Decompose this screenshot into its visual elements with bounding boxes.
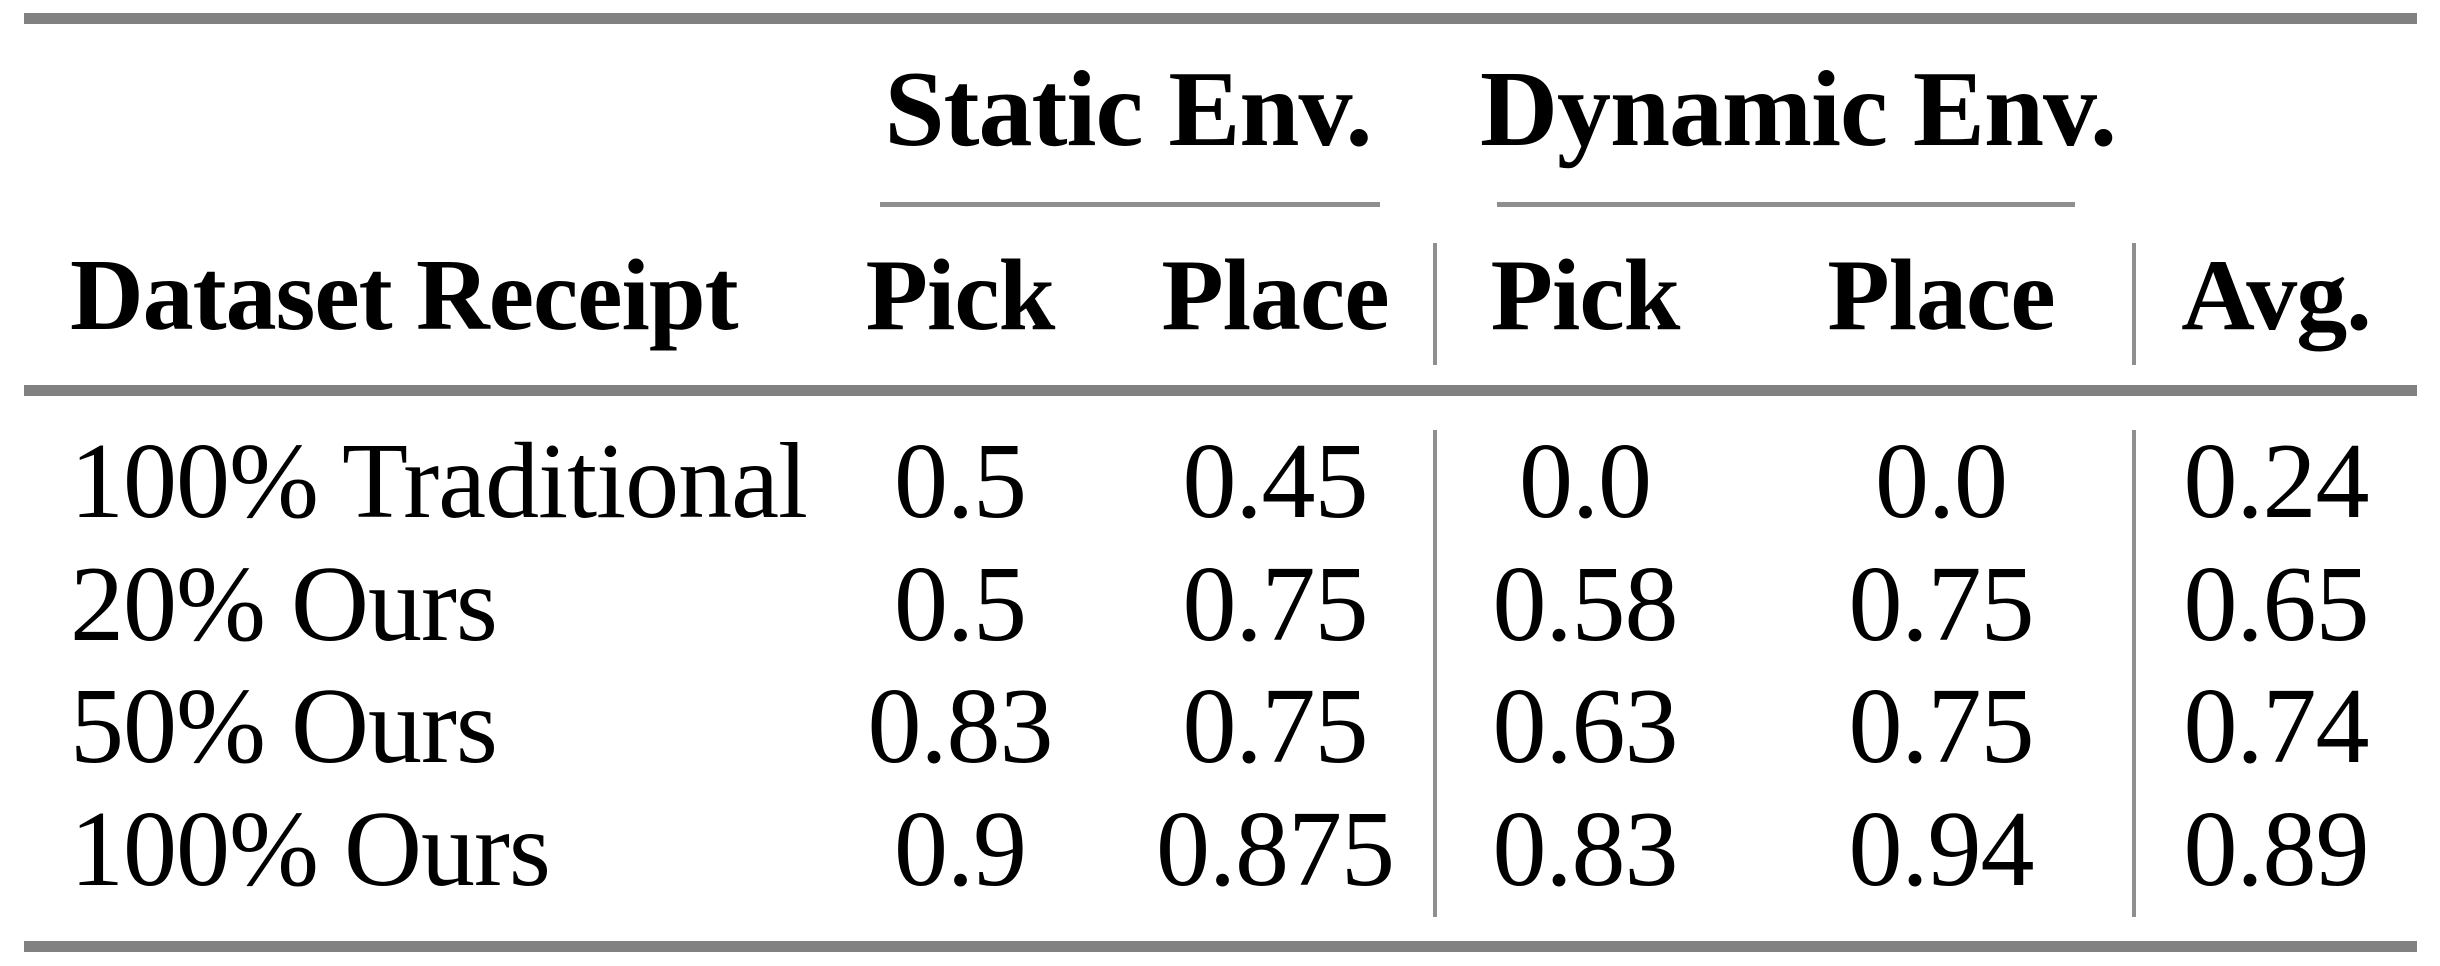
table-cell: 0.89	[2183, 790, 2370, 909]
group-header-static-env: Static Env.	[884, 50, 1372, 169]
table-cell: 0.63	[1492, 667, 1679, 786]
table-cell: 0.0	[1519, 422, 1652, 541]
header-body-rule	[24, 385, 2417, 396]
vertical-separator-2-header	[2132, 243, 2136, 365]
vertical-separator-1-body	[1433, 430, 1437, 917]
vertical-separator-2-body	[2132, 430, 2136, 917]
top-rule	[24, 13, 2417, 24]
table-cell: 0.94	[1848, 790, 2035, 909]
table-cell: 0.5	[894, 422, 1027, 541]
table-cell: 0.83	[867, 667, 1054, 786]
table-cell: 0.0	[1875, 422, 2008, 541]
column-header-dynamic-pick: Pick	[1490, 239, 1681, 352]
table-cell: 0.75	[1182, 667, 1369, 786]
column-header-static-pick: Pick	[865, 239, 1056, 352]
column-header-dataset-receipt: Dataset Receipt	[70, 239, 739, 352]
dynamic-env-underline	[1497, 202, 2075, 207]
row-label: 100% Ours	[70, 790, 551, 909]
table-cell: 0.24	[2183, 422, 2370, 541]
bottom-rule	[24, 941, 2417, 952]
table-cell: 0.875	[1156, 790, 1395, 909]
row-label: 20% Ours	[70, 545, 498, 664]
vertical-separator-1-header	[1433, 243, 1437, 365]
row-label: 100% Traditional	[70, 422, 808, 541]
table-cell: 0.74	[2183, 667, 2370, 786]
table-cell: 0.65	[2183, 545, 2370, 664]
table-cell: 0.45	[1182, 422, 1369, 541]
column-header-dynamic-place: Place	[1827, 239, 2055, 352]
column-header-avg: Avg.	[2181, 239, 2372, 352]
table-cell: 0.75	[1182, 545, 1369, 664]
row-label: 50% Ours	[70, 667, 498, 786]
table-cell: 0.83	[1492, 790, 1679, 909]
column-header-static-place: Place	[1161, 239, 1389, 352]
table-cell: 0.5	[894, 545, 1027, 664]
group-header-dynamic-env: Dynamic Env.	[1479, 50, 2117, 169]
static-env-underline	[880, 202, 1380, 207]
table-cell: 0.58	[1492, 545, 1679, 664]
table-cell: 0.75	[1848, 667, 2035, 786]
table-cell: 0.9	[894, 790, 1027, 909]
table-cell: 0.75	[1848, 545, 2035, 664]
